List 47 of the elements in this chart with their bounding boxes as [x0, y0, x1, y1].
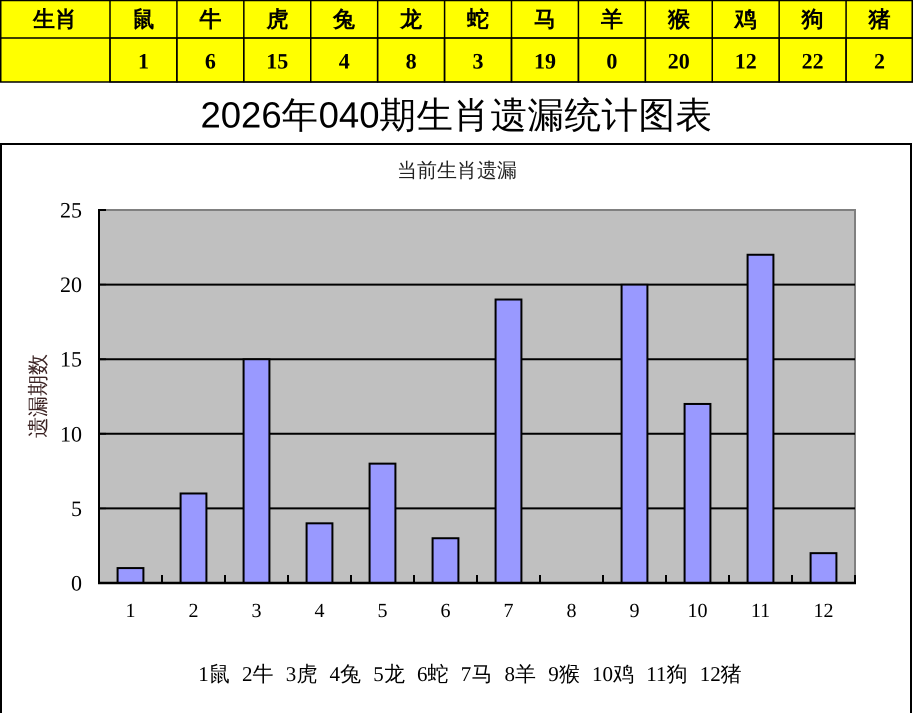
- chart-title: 2026年040期生肖遗漏统计图表: [200, 94, 713, 136]
- data-label: 12: [734, 48, 757, 74]
- y-tick-label: 10: [60, 421, 82, 446]
- x-tick-label: 9: [630, 600, 640, 622]
- x-tick-label: 羊: [600, 6, 623, 32]
- x-tick-label: 鸡: [734, 6, 757, 32]
- data-label: 15: [266, 48, 288, 74]
- x-tick-label: 马: [534, 6, 556, 32]
- data-label: 8: [406, 48, 417, 74]
- x-tick-label: 1: [126, 600, 136, 622]
- x-tick-label: 狗: [800, 6, 824, 32]
- x-tick-label: 2: [188, 600, 198, 622]
- data-label: 20: [668, 48, 690, 74]
- x-tick-label: 8: [566, 600, 576, 622]
- x-tick-label: 12: [814, 600, 834, 622]
- y-tick-label: 5: [71, 496, 82, 521]
- chart-subtitle: 当前生肖遗漏: [397, 160, 517, 182]
- x-axis-title: 1鼠 2牛 3虎 4兔 5龙 6蛇 7马 8羊 9猴 10鸡 11狗 12猪: [198, 662, 742, 686]
- x-tick-label: 3: [252, 600, 262, 622]
- data-label: 6: [204, 48, 216, 74]
- x-tick-label: 猪: [868, 6, 891, 32]
- data-label: 22: [802, 48, 824, 74]
- x-tick-label: 5: [378, 600, 388, 622]
- data-label: 2: [874, 48, 886, 74]
- y-tick-label: 25: [60, 198, 82, 222]
- data-label: 0: [606, 48, 618, 74]
- x-tick-label: 虎: [265, 6, 288, 32]
- x-tick-label: 4: [314, 600, 324, 622]
- x-tick-label: 10: [688, 600, 708, 622]
- x-tick-label: 猴: [666, 6, 691, 32]
- data-label: 19: [534, 48, 556, 74]
- x-tick-label: 11: [750, 600, 770, 622]
- x-tick-label: 6: [440, 600, 450, 622]
- data-label: 1: [138, 48, 149, 74]
- y-tick-label: 15: [60, 346, 82, 372]
- data-label: 4: [338, 48, 350, 74]
- x-tick-label: 鼠: [132, 6, 154, 32]
- x-tick-label: 牛: [198, 6, 222, 32]
- x-tick-label: 7: [504, 600, 514, 622]
- text: 生肖: [32, 6, 77, 32]
- x-tick-label: 兔: [332, 6, 356, 32]
- y-axis-title: 遗漏期数: [26, 354, 50, 438]
- data-label: 3: [472, 48, 484, 74]
- y-tick-label: 20: [60, 272, 82, 298]
- y-tick-label: 0: [71, 570, 82, 596]
- x-tick-label: 蛇: [466, 6, 490, 32]
- x-tick-label: 龙: [399, 6, 424, 32]
